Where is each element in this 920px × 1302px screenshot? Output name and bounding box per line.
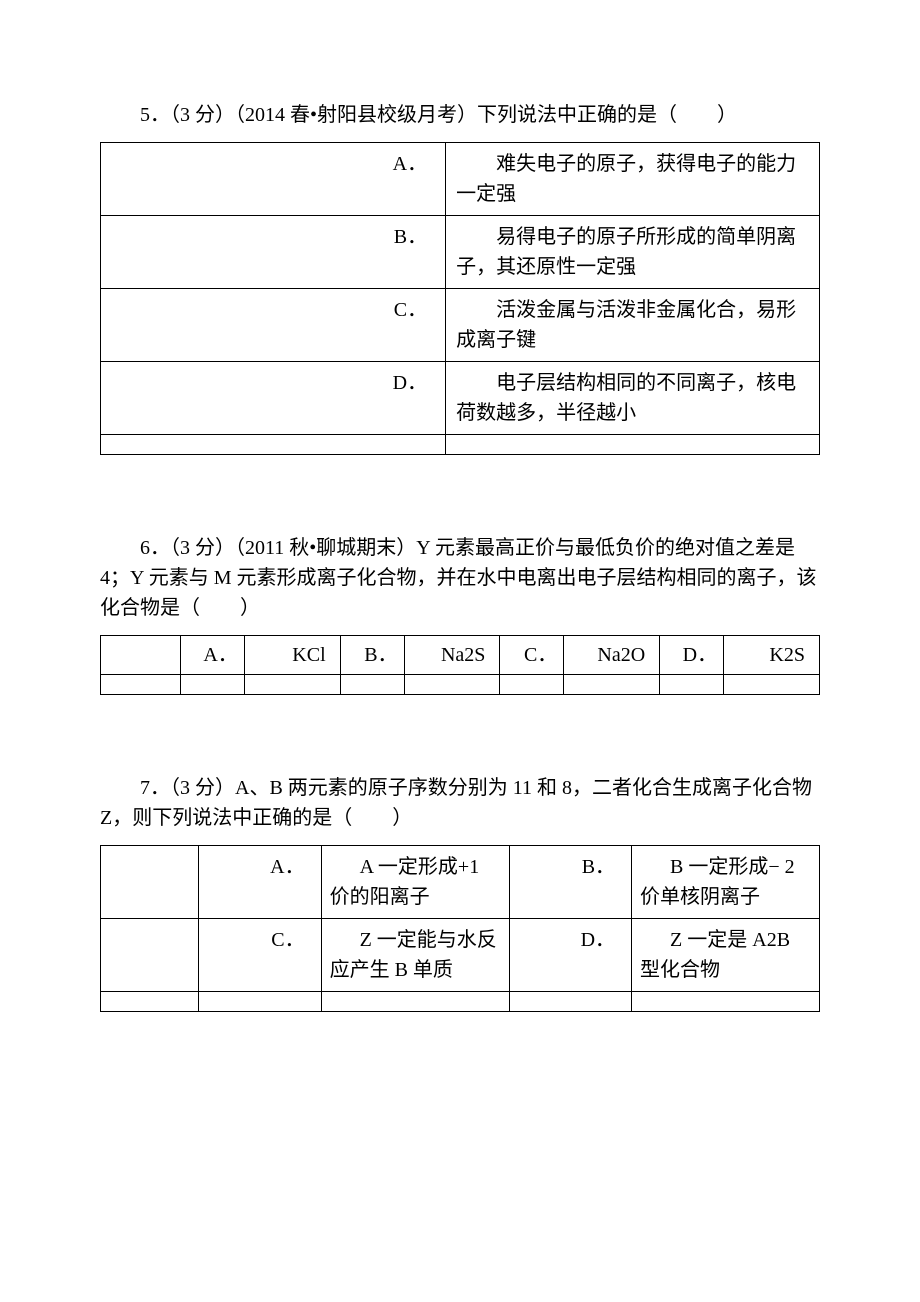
empty-cell xyxy=(180,675,244,695)
empty-cell xyxy=(446,435,820,455)
table-row xyxy=(101,992,820,1012)
q6-option-b-label: B． xyxy=(340,636,404,675)
q7-option-b-label: B． xyxy=(509,846,632,919)
empty-cell xyxy=(101,846,199,919)
table-row xyxy=(101,435,820,455)
q7-option-a-text: A 一定形成+1 价的阳离子 xyxy=(321,846,509,919)
empty-cell xyxy=(101,636,181,675)
empty-cell xyxy=(340,675,404,695)
empty-cell xyxy=(500,675,564,695)
q5-option-a-text: 难失电子的原子，获得电子的能力一定强 xyxy=(446,143,820,216)
q5-option-d-text: 电子层结构相同的不同离子，核电荷数越多，半径越小 xyxy=(446,362,820,435)
empty-cell xyxy=(244,675,340,695)
q5-option-c-label: C． xyxy=(101,289,446,362)
q7-prompt: 7．（3 分）A、B 两元素的原子序数分别为 11 和 8，二者化合生成离子化合… xyxy=(100,773,820,833)
q6-option-c-label: C． xyxy=(500,636,564,675)
q6-option-d-text: K2S xyxy=(724,636,820,675)
empty-cell xyxy=(199,992,322,1012)
empty-cell xyxy=(509,992,632,1012)
table-row: C． 活泼金属与活泼非金属化合，易形成离子键 xyxy=(101,289,820,362)
q5-option-c-text: 活泼金属与活泼非金属化合，易形成离子键 xyxy=(446,289,820,362)
q5-option-b-text: 易得电子的原子所形成的简单阴离子，其还原性一定强 xyxy=(446,216,820,289)
q7-options-table: A． A 一定形成+1 价的阳离子 B． B 一定形成− 2 价单核阴离子 C．… xyxy=(100,845,820,1012)
q6-option-a-text: KCl xyxy=(244,636,340,675)
table-row: A． A 一定形成+1 价的阳离子 B． B 一定形成− 2 价单核阴离子 xyxy=(101,846,820,919)
q6-options-table: A． KCl B． Na2S C． Na2O D． K2S xyxy=(100,635,820,695)
empty-cell xyxy=(321,992,509,1012)
q5-option-d-label: D． xyxy=(101,362,446,435)
q5-options-table: A． 难失电子的原子，获得电子的能力一定强 B． 易得电子的原子所形成的简单阴离… xyxy=(100,142,820,455)
table-row: D． 电子层结构相同的不同离子，核电荷数越多，半径越小 xyxy=(101,362,820,435)
empty-cell xyxy=(564,675,660,695)
q7-option-a-label: A． xyxy=(199,846,322,919)
q5-prompt: 5．（3 分）（2014 春•射阳县校级月考）下列说法中正确的是（ ） xyxy=(100,100,820,130)
empty-cell xyxy=(660,675,724,695)
table-row: C． Z 一定能与水反应产生 B 单质 D． Z 一定是 A2B 型化合物 xyxy=(101,919,820,992)
q6-prompt: 6．（3 分）（2011 秋•聊城期末）Y 元素最高正价与最低负价的绝对值之差是… xyxy=(100,533,820,623)
empty-cell xyxy=(101,675,181,695)
q7-option-b-text: B 一定形成− 2 价单核阴离子 xyxy=(632,846,820,919)
q7-option-d-label: D． xyxy=(509,919,632,992)
q7-option-d-text: Z 一定是 A2B 型化合物 xyxy=(632,919,820,992)
empty-cell xyxy=(632,992,820,1012)
q5-option-b-label: B． xyxy=(101,216,446,289)
table-row: B． 易得电子的原子所形成的简单阴离子，其还原性一定强 xyxy=(101,216,820,289)
q5-option-a-label: A． xyxy=(101,143,446,216)
table-row xyxy=(101,675,820,695)
empty-cell xyxy=(404,675,500,695)
empty-cell xyxy=(724,675,820,695)
empty-cell xyxy=(101,919,199,992)
empty-cell xyxy=(101,435,446,455)
table-row: A． 难失电子的原子，获得电子的能力一定强 xyxy=(101,143,820,216)
q6-option-b-text: Na2S xyxy=(404,636,500,675)
q7-option-c-label: C． xyxy=(199,919,322,992)
q6-option-c-text: Na2O xyxy=(564,636,660,675)
q7-option-c-text: Z 一定能与水反应产生 B 单质 xyxy=(321,919,509,992)
empty-cell xyxy=(101,992,199,1012)
q6-option-d-label: D． xyxy=(660,636,724,675)
q6-option-a-label: A． xyxy=(180,636,244,675)
table-row: A． KCl B． Na2S C． Na2O D． K2S xyxy=(101,636,820,675)
